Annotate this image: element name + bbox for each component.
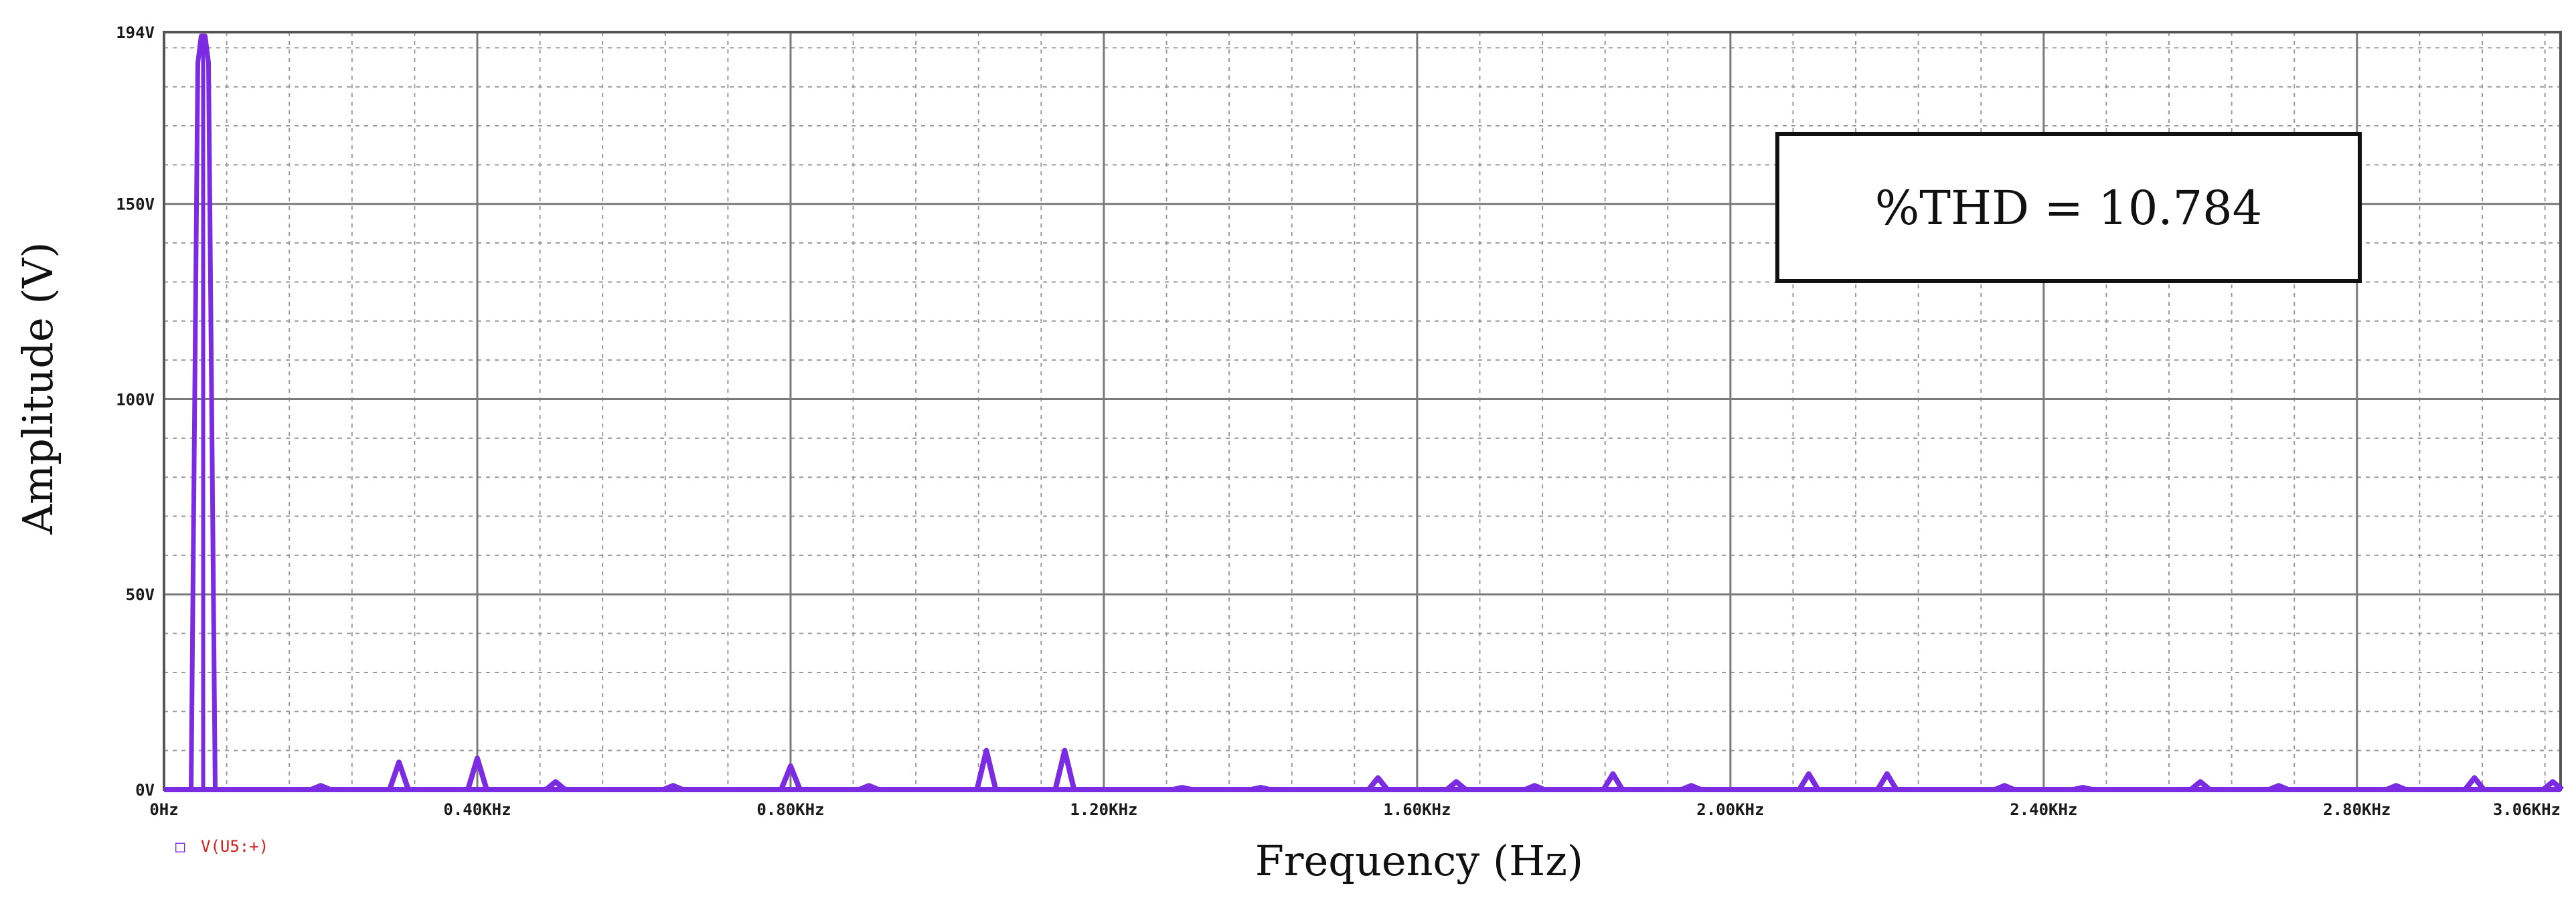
spectrum-peak: [1052, 747, 1077, 790]
spectrum-peak: [2189, 779, 2212, 792]
y-tick-label: 150V: [116, 195, 155, 214]
y-axis-title: Amplitude (V): [13, 242, 62, 535]
y-tick-label: 50V: [126, 585, 155, 604]
x-tick-label: 1.20KHz: [1070, 800, 1137, 819]
spectrum-peak: [2541, 779, 2564, 792]
spectrum-peak: [1875, 771, 1899, 792]
thd-annotation-box: [1775, 132, 2362, 283]
spectrum-peak: [2385, 783, 2407, 792]
x-tick-label: 2.40KHz: [2010, 800, 2077, 819]
legend-marker: □: [175, 837, 185, 856]
x-tick-label: 1.60KHz: [1383, 800, 1451, 819]
spectrum-peak: [465, 755, 489, 791]
y-tick-label: 194V: [116, 23, 155, 42]
spectrum-peak: [387, 759, 411, 791]
series-layer: [164, 33, 2564, 792]
x-tick-label: 3.06KHz: [2493, 800, 2561, 819]
x-tick-label: 2.80KHz: [2323, 800, 2391, 819]
spectrum-peak: [1680, 783, 1702, 792]
spectrum-peak: [544, 779, 567, 792]
x-axis-title: Frequency (Hz): [1255, 836, 1583, 885]
legend: □ V(U5:+): [175, 837, 268, 856]
spectrum-peak: [1524, 783, 1545, 792]
spectrum-peak: [974, 747, 999, 790]
spectrum-peak: [310, 783, 331, 792]
y-tick-label: 0V: [135, 781, 155, 800]
spectrum-peak: [1172, 785, 1192, 792]
spectrum-peak: [1994, 783, 2015, 792]
spectrum-peak: [858, 783, 880, 792]
x-tick-label: 0.40KHz: [443, 800, 511, 819]
spectrum-peak: [1366, 775, 1390, 792]
x-tick-label: 2.00KHz: [1696, 800, 1764, 819]
x-tick-label: 0Hz: [149, 800, 178, 819]
y-tick-label: 100V: [116, 390, 155, 409]
x-tick-label: 0.80KHz: [756, 800, 824, 819]
spectrum-peak: [1797, 771, 1821, 792]
spectrum-peak: [662, 783, 683, 792]
spectrum-peak: [779, 763, 803, 791]
spectrum-peak: [1445, 779, 1467, 792]
legend-series-label: V(U5:+): [201, 837, 268, 856]
spectrum-peak: [1601, 771, 1625, 792]
spectrum-peak: [2268, 783, 2289, 792]
spectrum-peak: [2463, 775, 2486, 792]
x-tick-labels: 0Hz 0.40KHz 0.80KHz 1.20KHz 1.60KHz 2.00KHz 2.…: [149, 800, 2561, 819]
thd-annotation: %THD = 10.784: [1875, 181, 2262, 236]
y-tick-labels: 0V 50V 100V 150V 194V: [116, 23, 155, 800]
spectrum-peak: [1251, 785, 1271, 792]
spectrum-peak: [2073, 785, 2093, 792]
